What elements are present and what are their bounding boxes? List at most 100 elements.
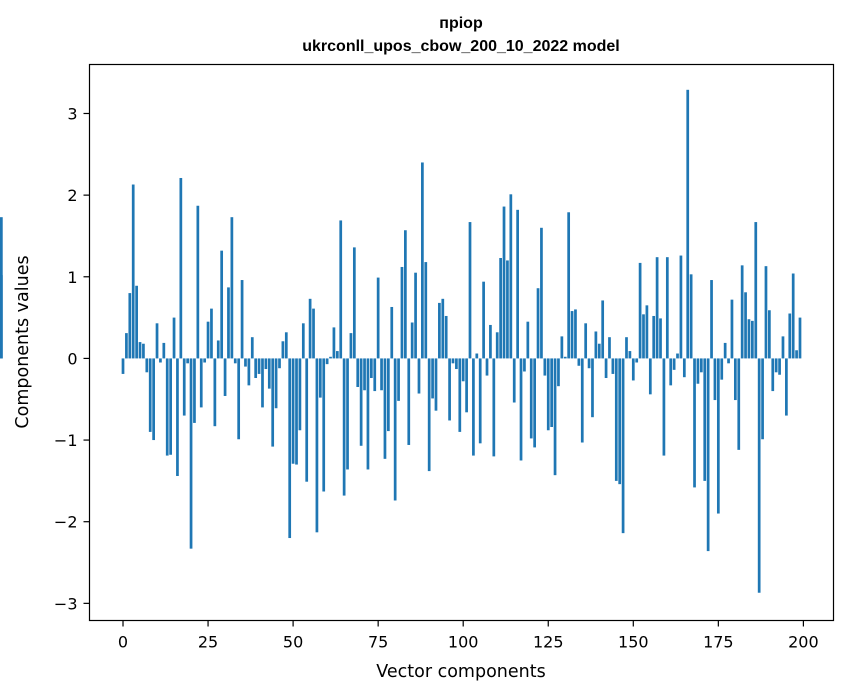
bar <box>713 358 717 401</box>
bar <box>451 358 455 364</box>
bar <box>227 287 230 359</box>
bar <box>703 358 707 481</box>
bar <box>155 323 159 359</box>
bar <box>465 358 468 413</box>
bar <box>237 358 241 440</box>
x-tick-label: 150 <box>618 633 649 652</box>
bar <box>652 315 656 359</box>
bar <box>176 358 179 476</box>
y-tick-label: 0 <box>67 349 77 368</box>
bar <box>489 324 492 359</box>
bar <box>267 358 271 389</box>
bar <box>417 358 421 394</box>
bar <box>271 358 275 447</box>
bar <box>523 358 526 372</box>
bar <box>186 358 189 364</box>
y-axis-label: Components values <box>13 255 33 428</box>
bar <box>318 358 322 398</box>
bar <box>751 320 754 359</box>
bar <box>798 317 802 359</box>
bar <box>747 319 751 359</box>
bar <box>363 358 366 391</box>
bar <box>764 266 768 359</box>
chart-title-line2: ukrconll_upos_cbow_200_10_2022 model <box>302 38 619 55</box>
x-tick-label: 75 <box>368 633 388 652</box>
bar <box>131 184 135 359</box>
bar <box>182 358 186 416</box>
chart-title-line1: пріор <box>439 15 483 32</box>
bar <box>669 358 673 386</box>
bar <box>421 162 424 359</box>
bar <box>165 358 169 456</box>
bar <box>128 293 132 359</box>
bar <box>390 306 394 359</box>
bar <box>298 358 302 431</box>
bar <box>781 336 785 359</box>
bar <box>393 358 397 501</box>
bar <box>502 206 506 359</box>
bar <box>788 313 792 359</box>
y-axis-ticks: −3 −2 −1 0 1 2 3 <box>54 104 90 613</box>
bar <box>291 358 295 464</box>
y-tick-label: 3 <box>67 104 77 123</box>
bar <box>376 277 380 359</box>
bar <box>611 358 615 374</box>
bar <box>308 298 312 359</box>
bar <box>546 358 550 431</box>
bar <box>710 280 713 359</box>
bar <box>584 323 588 359</box>
bar <box>795 350 798 359</box>
y-tick-label: 1 <box>67 268 77 287</box>
bar <box>216 340 220 359</box>
bar <box>604 358 608 379</box>
bar <box>312 308 315 359</box>
bar <box>757 358 761 593</box>
bar <box>325 358 329 365</box>
bar <box>349 333 353 359</box>
bar <box>699 358 703 373</box>
bar <box>665 257 669 359</box>
x-axis-label: Vector components <box>376 662 545 682</box>
bar <box>733 358 737 401</box>
bar <box>369 358 373 379</box>
bar <box>567 212 571 359</box>
bar <box>342 358 346 496</box>
bar <box>414 272 417 359</box>
bar <box>373 358 377 392</box>
bar <box>485 358 489 376</box>
bar <box>737 358 741 450</box>
x-tick-label: 125 <box>533 633 564 652</box>
bar <box>631 358 635 381</box>
bar <box>407 358 411 445</box>
bar <box>461 358 465 382</box>
bar <box>509 194 513 359</box>
x-tick-label: 50 <box>283 633 303 652</box>
x-tick-label: 100 <box>448 633 479 652</box>
bar <box>397 358 400 401</box>
bar <box>335 351 339 359</box>
bar <box>550 358 554 427</box>
bar <box>506 260 509 359</box>
bar <box>778 358 781 375</box>
bar <box>301 323 305 359</box>
bar <box>478 358 482 444</box>
bar <box>618 358 622 485</box>
bar <box>135 285 138 359</box>
bar <box>281 341 285 359</box>
bar <box>322 358 326 492</box>
bar <box>536 288 540 359</box>
bar <box>145 358 149 373</box>
bar <box>332 327 336 359</box>
bar <box>740 265 744 359</box>
bar <box>278 358 281 369</box>
bar <box>468 222 472 359</box>
bar <box>638 262 642 359</box>
bar <box>727 358 730 364</box>
x-axis-ticks: 0 25 50 75 100 125 150 175 200 <box>118 620 819 652</box>
bar <box>791 273 795 359</box>
bar <box>230 217 234 359</box>
bar <box>645 305 649 359</box>
bar <box>138 342 142 359</box>
bar <box>329 356 332 359</box>
